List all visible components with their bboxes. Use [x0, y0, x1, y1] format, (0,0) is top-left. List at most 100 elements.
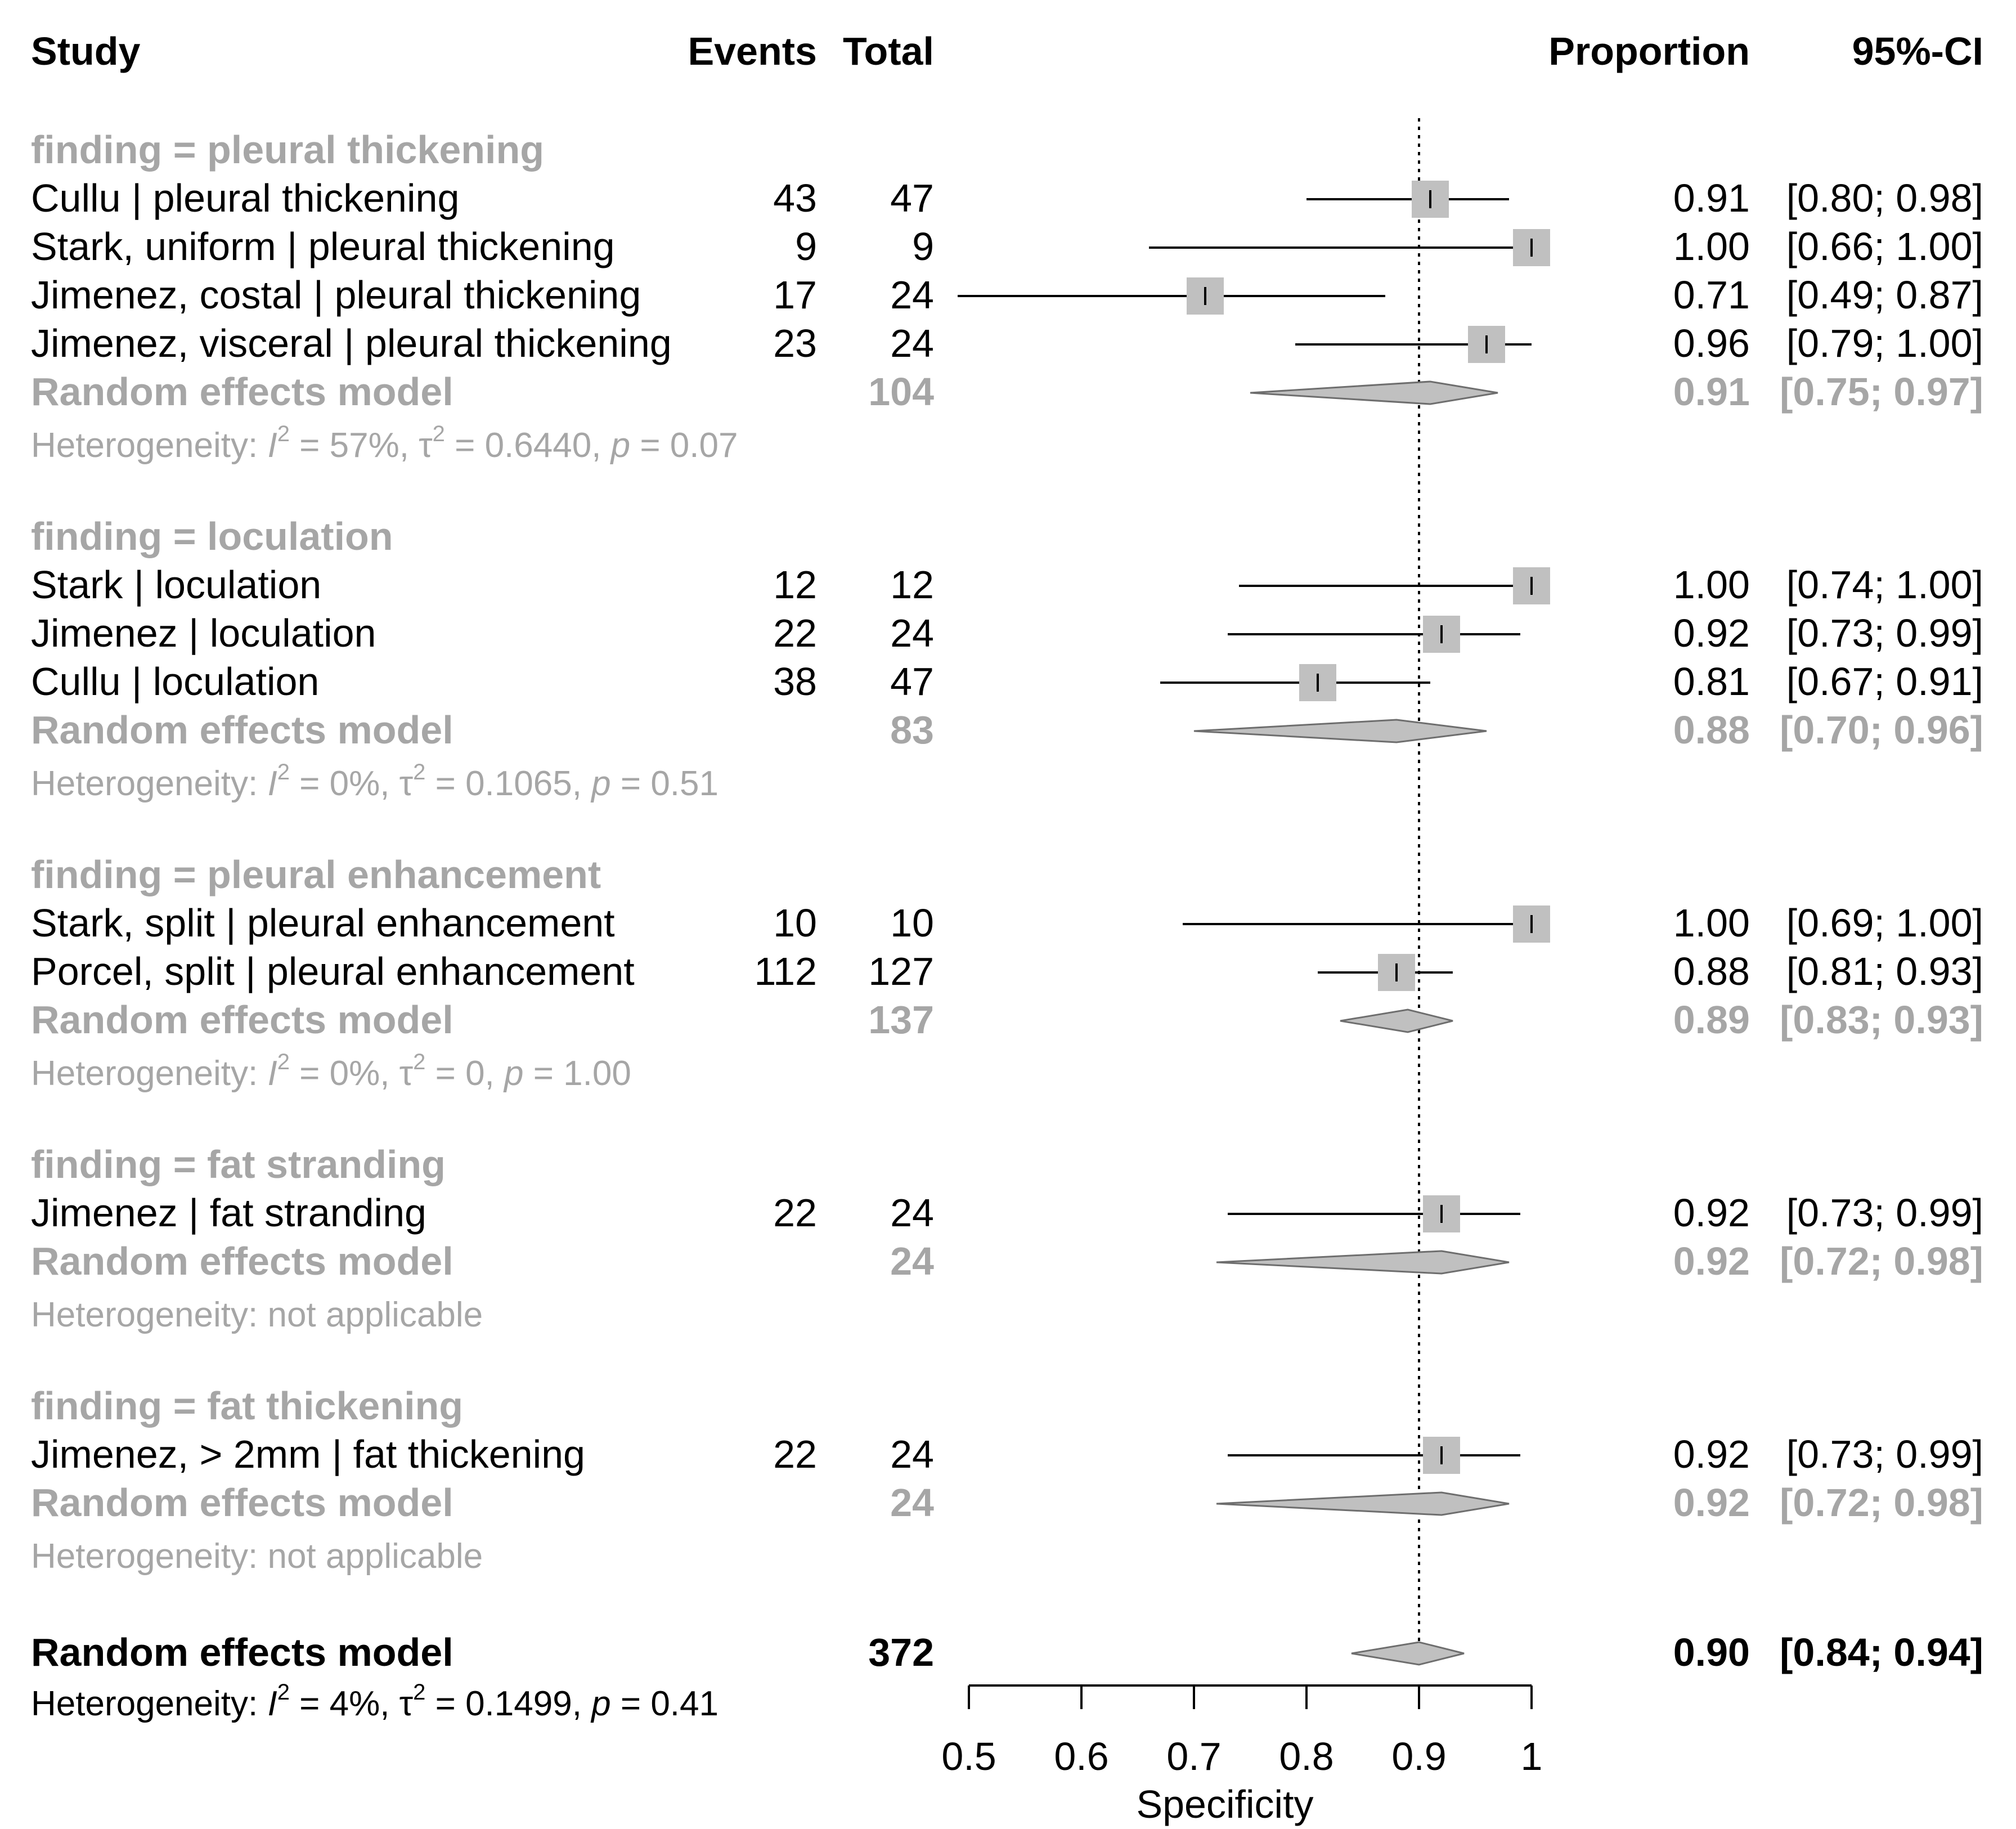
- study-total: 12: [890, 563, 934, 607]
- heterogeneity-text: Heterogeneity: I2 = 0%, τ2 = 0.1065, p =…: [31, 760, 719, 803]
- study-ci: [0.73; 0.99]: [1786, 611, 1983, 655]
- model-diamond: [1250, 380, 1498, 405]
- model-proportion: 0.89: [1673, 998, 1750, 1042]
- study-events: 22: [773, 1432, 817, 1476]
- study-events: 12: [773, 563, 817, 607]
- study-name: Cullu | pleural thickening: [31, 176, 459, 220]
- study-events: 10: [773, 901, 817, 945]
- model-proportion: 0.92: [1673, 1239, 1750, 1283]
- heterogeneity-text: Heterogeneity: not applicable: [31, 1537, 483, 1576]
- study-proportion: 0.96: [1673, 321, 1750, 365]
- study-name: Cullu | loculation: [31, 660, 319, 703]
- overall-proportion: 0.90: [1673, 1630, 1750, 1674]
- study-ci: [0.69; 1.00]: [1786, 901, 1983, 945]
- subgroup-label: finding = pleural thickening: [31, 128, 544, 172]
- study-proportion: 0.92: [1673, 1432, 1750, 1476]
- study-events: 17: [773, 273, 817, 317]
- model-diamond: [1216, 1250, 1510, 1275]
- study-total: 127: [868, 949, 934, 993]
- study-proportion: 0.91: [1673, 176, 1750, 220]
- study-ci: [0.81; 0.93]: [1786, 949, 1983, 993]
- model-label: Random effects model: [31, 1239, 454, 1283]
- study-proportion: 0.92: [1673, 1191, 1750, 1235]
- study-total: 47: [890, 660, 934, 703]
- subgroup-label: finding = loculation: [31, 514, 393, 558]
- study-ci: [0.49; 0.87]: [1786, 273, 1983, 317]
- study-name: Jimenez | loculation: [31, 611, 376, 655]
- header-events: Events: [688, 29, 817, 73]
- study-name: Jimenez, > 2mm | fat thickening: [31, 1432, 585, 1476]
- study-name: Jimenez | fat stranding: [31, 1191, 426, 1235]
- study-events: 9: [795, 225, 817, 268]
- study-ci: [0.73; 0.99]: [1786, 1191, 1983, 1235]
- x-axis-label: Specificity: [1136, 1782, 1313, 1826]
- study-total: 24: [890, 1432, 934, 1476]
- model-proportion: 0.92: [1673, 1481, 1750, 1525]
- study-name: Porcel, split | pleural enhancement: [31, 949, 635, 993]
- model-proportion: 0.88: [1673, 708, 1750, 752]
- model-proportion: 0.91: [1673, 370, 1750, 414]
- study-events: 22: [773, 611, 817, 655]
- study-proportion: 0.92: [1673, 611, 1750, 655]
- model-label: Random effects model: [31, 1481, 454, 1525]
- subgroup-label: finding = fat stranding: [31, 1142, 446, 1186]
- study-events: 43: [773, 176, 817, 220]
- study-proportion: 0.71: [1673, 273, 1750, 317]
- model-total: 137: [868, 998, 934, 1042]
- study-events: 22: [773, 1191, 817, 1235]
- model-ci: [0.83; 0.93]: [1780, 998, 1983, 1042]
- model-label: Random effects model: [31, 708, 454, 752]
- overall-total: 372: [868, 1630, 934, 1674]
- overall-ci: [0.84; 0.94]: [1780, 1630, 1983, 1674]
- model-total: 104: [868, 370, 934, 414]
- study-total: 24: [890, 273, 934, 317]
- study-proportion: 1.00: [1673, 225, 1750, 268]
- x-tick-label: 0.5: [941, 1734, 996, 1778]
- study-ci: [0.67; 0.91]: [1786, 660, 1983, 703]
- study-proportion: 1.00: [1673, 563, 1750, 607]
- study-proportion: 0.81: [1673, 660, 1750, 703]
- heterogeneity-text: Heterogeneity: not applicable: [31, 1295, 483, 1334]
- model-ci: [0.70; 0.96]: [1780, 708, 1983, 752]
- header-ci: 95%-CI: [1852, 29, 1983, 73]
- model-total: 24: [890, 1239, 934, 1283]
- study-total: 24: [890, 611, 934, 655]
- model-total: 24: [890, 1481, 934, 1525]
- header-proportion: Proportion: [1548, 29, 1750, 73]
- study-ci: [0.80; 0.98]: [1786, 176, 1983, 220]
- x-tick-label: 0.7: [1166, 1734, 1221, 1778]
- study-name: Stark, split | pleural enhancement: [31, 901, 615, 945]
- overall-label: Random effects model: [31, 1630, 454, 1674]
- header-study: Study: [31, 29, 141, 73]
- heterogeneity-text: Heterogeneity: I2 = 57%, τ2 = 0.6440, p …: [31, 422, 738, 465]
- study-ci: [0.66; 1.00]: [1786, 225, 1983, 268]
- study-total: 24: [890, 1191, 934, 1235]
- study-events: 23: [773, 321, 817, 365]
- subgroup-label: finding = fat thickening: [31, 1384, 463, 1428]
- model-ci: [0.75; 0.97]: [1780, 370, 1983, 414]
- study-ci: [0.79; 1.00]: [1786, 321, 1983, 365]
- study-total: 10: [890, 901, 934, 945]
- study-name: Stark | loculation: [31, 563, 321, 607]
- study-name: Jimenez, visceral | pleural thickening: [31, 321, 672, 365]
- model-label: Random effects model: [31, 998, 454, 1042]
- x-tick-label: 0.6: [1054, 1734, 1108, 1778]
- study-ci: [0.74; 1.00]: [1786, 563, 1983, 607]
- header-total: Total: [843, 29, 934, 73]
- study-total: 24: [890, 321, 934, 365]
- model-ci: [0.72; 0.98]: [1780, 1239, 1983, 1283]
- x-tick-label: 0.9: [1391, 1734, 1446, 1778]
- model-diamond: [1340, 1008, 1453, 1033]
- model-total: 83: [890, 708, 934, 752]
- study-ci: [0.73; 0.99]: [1786, 1432, 1983, 1476]
- study-name: Jimenez, costal | pleural thickening: [31, 273, 641, 317]
- study-name: Stark, uniform | pleural thickening: [31, 225, 615, 268]
- subgroup-label: finding = pleural enhancement: [31, 853, 601, 896]
- study-proportion: 0.88: [1673, 949, 1750, 993]
- heterogeneity-text: Heterogeneity: I2 = 0%, τ2 = 0, p = 1.00: [31, 1050, 631, 1093]
- model-label: Random effects model: [31, 370, 454, 414]
- overall-diamond: [1351, 1641, 1465, 1666]
- study-proportion: 1.00: [1673, 901, 1750, 945]
- model-diamond: [1193, 719, 1487, 743]
